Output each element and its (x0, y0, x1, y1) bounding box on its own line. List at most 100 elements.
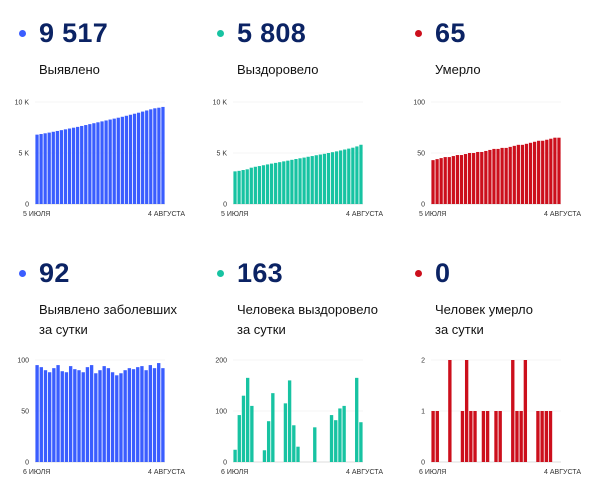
bar (274, 162, 278, 204)
x-start-label: 5 ИЮЛЯ (221, 211, 248, 218)
bar (504, 147, 508, 204)
bar (43, 370, 48, 462)
bar (152, 368, 157, 462)
bar (145, 110, 149, 204)
x-end-label: 4 АВГУСТА (346, 469, 383, 476)
recovered-daily-label: Человека выздоровело (237, 302, 378, 317)
bar (127, 368, 132, 462)
bar (233, 449, 237, 462)
bar (157, 363, 161, 462)
bar (494, 411, 498, 462)
bar (545, 139, 549, 204)
bar (108, 119, 112, 204)
chart-cumulative-recovered: 0 5 K 10 K 5 ИЮЛЯ 4 АВГУСТА (213, 100, 384, 219)
y-tick-label: 0 (223, 460, 227, 467)
y-tick-label: 5 K (216, 151, 227, 158)
bar (76, 126, 80, 204)
bar (131, 369, 136, 462)
bar (334, 151, 339, 204)
bar (153, 108, 157, 204)
y-tick-label: 0 (25, 202, 29, 209)
bar (508, 146, 512, 204)
y-tick-label: 100 (17, 358, 29, 365)
bar (342, 405, 346, 462)
bar (43, 133, 47, 204)
bar (511, 360, 515, 462)
bar (51, 131, 55, 204)
deaths-daily-label-2: за сутки (435, 322, 484, 337)
bar (515, 411, 519, 462)
bar (60, 371, 64, 462)
bar (48, 372, 52, 462)
bar (112, 118, 116, 204)
bar (544, 411, 548, 462)
x-start-label: 6 ИЮЛЯ (221, 469, 248, 476)
bar (314, 155, 318, 204)
bar (265, 164, 270, 204)
deaths-total-label: Умерло (435, 62, 481, 77)
chart-daily-cases: 0 50 100 6 ИЮЛЯ 4 АВГУСТА (17, 358, 185, 477)
cases-daily-value: 92 (39, 258, 70, 288)
bar (431, 411, 435, 462)
bar (237, 415, 241, 462)
bar (241, 395, 246, 462)
y-tick-label: 5 K (18, 151, 29, 158)
bar (473, 411, 477, 462)
bar (302, 157, 306, 204)
y-tick-label: 2 (421, 358, 425, 365)
y-tick-label: 0 (421, 202, 425, 209)
bar (96, 122, 100, 204)
bar (261, 165, 266, 204)
bar (257, 166, 262, 204)
bar (123, 370, 127, 462)
bar (128, 114, 133, 204)
bar (106, 368, 111, 462)
bar (92, 123, 96, 204)
bar (35, 134, 39, 204)
bar (472, 153, 476, 204)
bar (102, 366, 106, 462)
bar (68, 366, 73, 462)
bar (306, 156, 310, 204)
bar (467, 153, 472, 204)
bar (282, 161, 286, 204)
bar (359, 422, 363, 462)
bar (524, 143, 529, 204)
bar (512, 145, 516, 204)
bar (480, 151, 484, 204)
x-start-label: 6 ИЮЛЯ (419, 469, 446, 476)
y-tick-label: 1 (421, 409, 425, 416)
red-dot-icon (415, 29, 422, 37)
bar (59, 130, 64, 204)
bar (448, 360, 452, 462)
bar (119, 373, 123, 462)
bar (322, 153, 327, 204)
bar (94, 373, 98, 462)
bar (161, 106, 165, 204)
x-end-label: 4 АВГУСТА (544, 211, 581, 218)
y-tick-label: 50 (21, 409, 29, 416)
panel-daily-deaths: 0 Человек умерло за сутки (396, 256, 586, 342)
bar (553, 137, 557, 204)
bar (241, 170, 245, 204)
bar (157, 107, 161, 204)
bar (266, 421, 271, 462)
bar (460, 411, 465, 462)
bar (532, 141, 537, 204)
recovered-daily-label-2: за сутки (237, 322, 286, 337)
bar (310, 156, 314, 204)
bar (136, 367, 140, 462)
y-tick-label: 100 (413, 100, 425, 107)
y-tick-label: 200 (215, 358, 227, 365)
bar (278, 162, 282, 204)
y-tick-label: 50 (417, 151, 425, 158)
bar (250, 405, 254, 462)
bar (549, 138, 553, 204)
bar (359, 144, 363, 204)
chart-daily-recovered: 0 100 200 6 ИЮЛЯ 4 АВГУСТА (215, 358, 383, 477)
bar (77, 370, 81, 462)
bar (63, 129, 68, 204)
y-tick-label: 0 (25, 460, 29, 467)
deaths-daily-value: 0 (435, 258, 451, 288)
bar (464, 360, 469, 462)
